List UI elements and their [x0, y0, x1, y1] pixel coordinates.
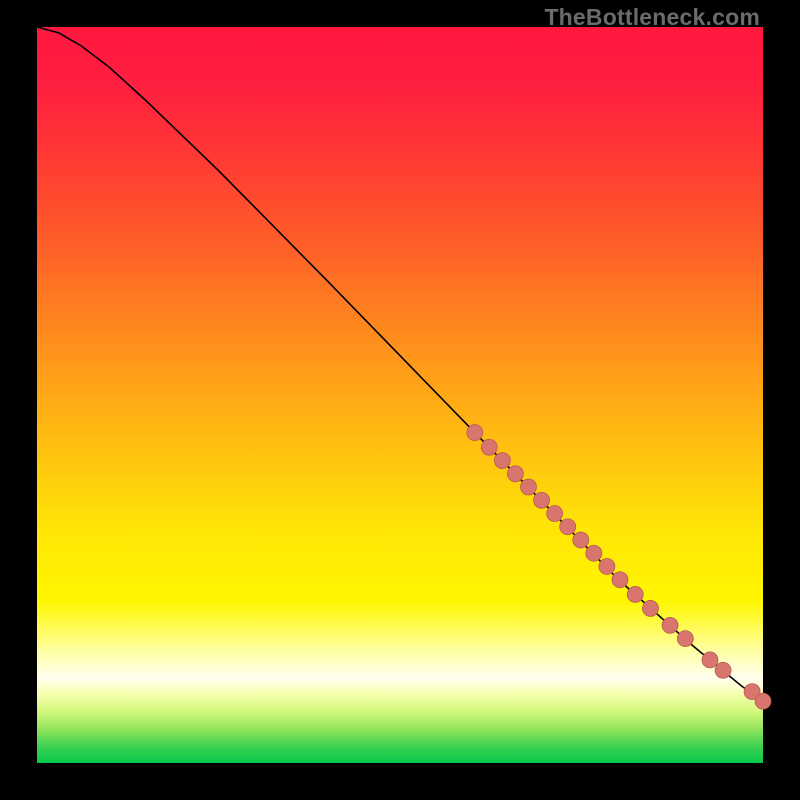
data-marker: [599, 558, 615, 574]
data-marker: [507, 466, 523, 482]
data-marker: [494, 453, 510, 469]
data-marker: [481, 439, 497, 455]
data-marker: [715, 662, 731, 678]
data-marker: [627, 586, 643, 602]
watermark-text: TheBottleneck.com: [544, 4, 760, 31]
heatmap-gradient: [37, 27, 763, 763]
data-marker: [702, 652, 718, 668]
data-marker: [560, 519, 576, 535]
data-marker: [573, 532, 589, 548]
data-marker: [755, 693, 771, 709]
chart-svg: [0, 0, 800, 800]
data-marker: [662, 617, 678, 633]
data-marker: [586, 545, 602, 561]
chart-frame: TheBottleneck.com: [0, 0, 800, 800]
data-marker: [612, 572, 628, 588]
data-marker: [534, 492, 550, 508]
data-marker: [677, 631, 693, 647]
data-marker: [547, 506, 563, 522]
data-marker: [521, 479, 537, 495]
data-marker: [467, 425, 483, 441]
data-marker: [642, 600, 658, 616]
